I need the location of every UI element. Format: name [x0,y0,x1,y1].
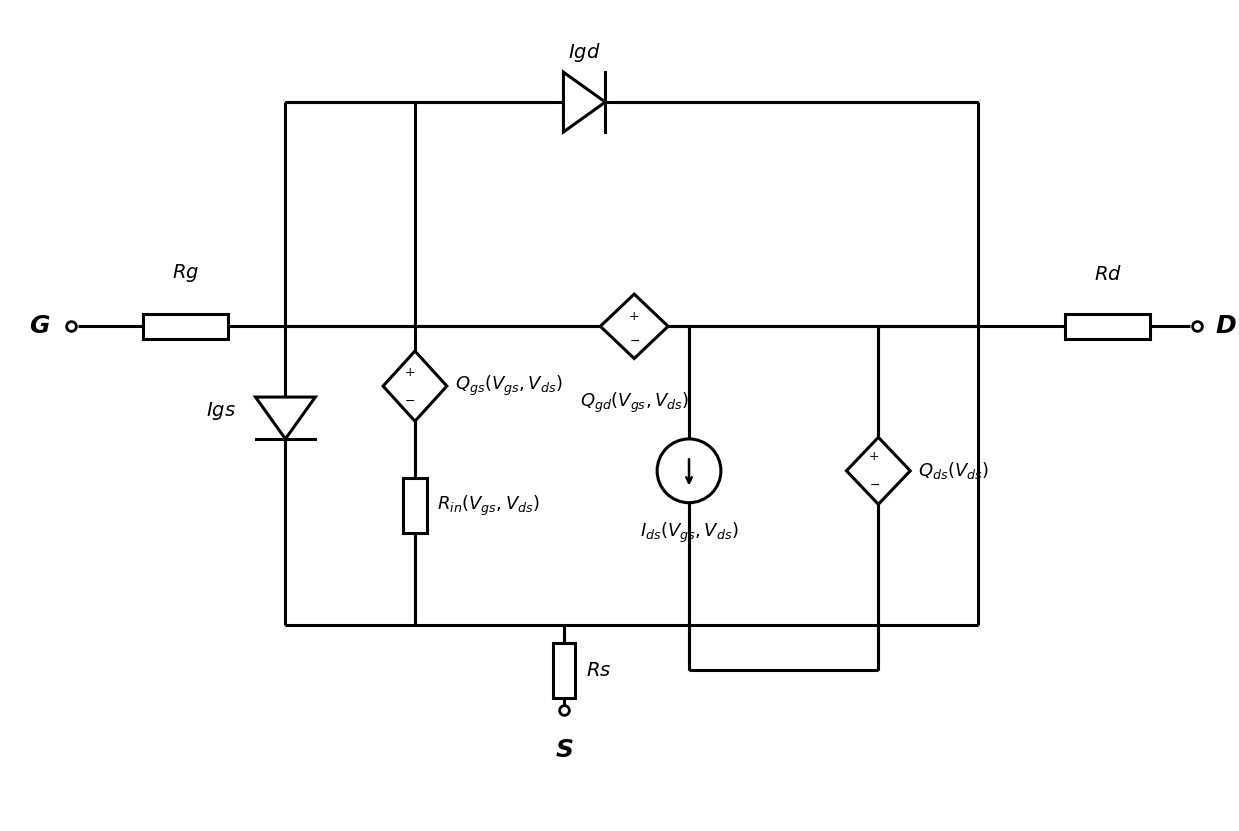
Text: D: D [1215,314,1237,338]
Text: $Rs$: $Rs$ [586,661,612,680]
Bar [403,479,427,534]
Polygon shape [255,397,315,439]
Text: $Igd$: $Igd$ [567,42,601,64]
Bar [554,643,575,698]
Text: $I_{ds}(V_{gs},V_{ds})$: $I_{ds}(V_{gs},V_{ds})$ [639,521,738,545]
Polygon shape [846,437,911,504]
Text: G: G [28,314,50,338]
Text: +: + [869,450,880,464]
Text: $Rd$: $Rd$ [1094,265,1121,284]
Text: +: + [629,310,639,322]
Text: $Q_{gd}(V_{gs},V_{ds})$: $Q_{gd}(V_{gs},V_{ds})$ [580,391,689,416]
Polygon shape [564,72,606,132]
Text: $Igs$: $Igs$ [206,400,235,422]
Text: $-$: $-$ [628,334,639,347]
Polygon shape [601,294,668,358]
Text: $Q_{gs}(V_{gs},V_{ds})$: $Q_{gs}(V_{gs},V_{ds})$ [455,374,563,398]
Circle shape [657,439,721,503]
Text: +: + [405,366,415,379]
Text: $-$: $-$ [869,479,880,491]
Text: S: S [555,738,574,762]
Bar [1066,314,1150,339]
Text: $Q_{ds}(V_{ds})$: $Q_{ds}(V_{ds})$ [918,460,989,481]
Text: $-$: $-$ [404,394,415,406]
Polygon shape [383,351,447,421]
Text: $R_{in}(V_{gs},V_{ds})$: $R_{in}(V_{gs},V_{ds})$ [437,494,540,518]
Text: $Rg$: $Rg$ [172,263,199,284]
Bar [144,314,228,339]
